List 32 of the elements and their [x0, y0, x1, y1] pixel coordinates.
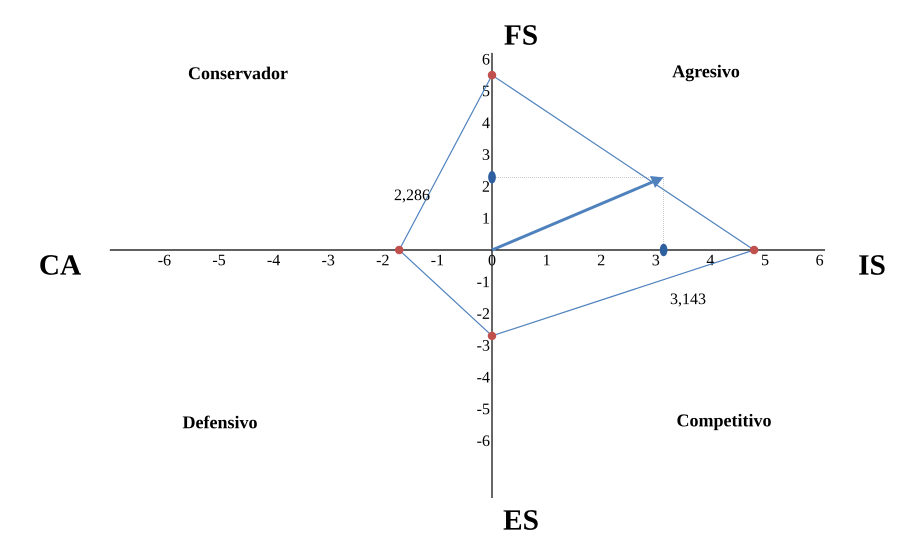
- text: FS: [504, 25, 537, 45]
- text: IS: [859, 255, 885, 275]
- x-tick-label: -2: [376, 254, 389, 266]
- x-tick-label: 6: [816, 254, 824, 266]
- text: CA: [40, 255, 81, 275]
- y-tick-label: -6: [477, 435, 490, 446]
- y-tick-label: 1: [483, 212, 490, 224]
- y-tick-label: -5: [477, 404, 490, 414]
- y-tick-label: -4: [477, 372, 490, 382]
- x-tick-label: -3: [322, 254, 334, 266]
- y-tick-label: -1: [477, 276, 490, 288]
- annotation: Defensivo: [182, 416, 257, 428]
- x-tick-label: 3: [652, 254, 660, 266]
- text: ES: [504, 510, 538, 530]
- x-tick-label: 4: [706, 254, 714, 266]
- y-tick-label: -2: [477, 308, 490, 319]
- x-tick-label: -1: [431, 254, 444, 266]
- y-tick-label: -3: [477, 340, 490, 351]
- y-tick-label: 3: [482, 149, 490, 160]
- x-tick-label: 5: [762, 254, 768, 266]
- x-tick-label: -5: [212, 254, 226, 266]
- x-tick-label: -4: [268, 254, 280, 266]
- x-tick-label: -6: [158, 254, 171, 266]
- x-tick-label: 2: [598, 254, 604, 266]
- y-tick-label: 6: [482, 54, 490, 65]
- annotation: Agresivo: [672, 64, 740, 82]
- y-tick-label: 2: [482, 181, 490, 192]
- annotation: 3,143: [670, 293, 706, 307]
- annotation: Competitivo: [677, 414, 771, 430]
- x-tick-label: 1: [544, 254, 550, 266]
- annotation: Conservador: [188, 66, 288, 80]
- y-tick-label: 4: [482, 118, 490, 128]
